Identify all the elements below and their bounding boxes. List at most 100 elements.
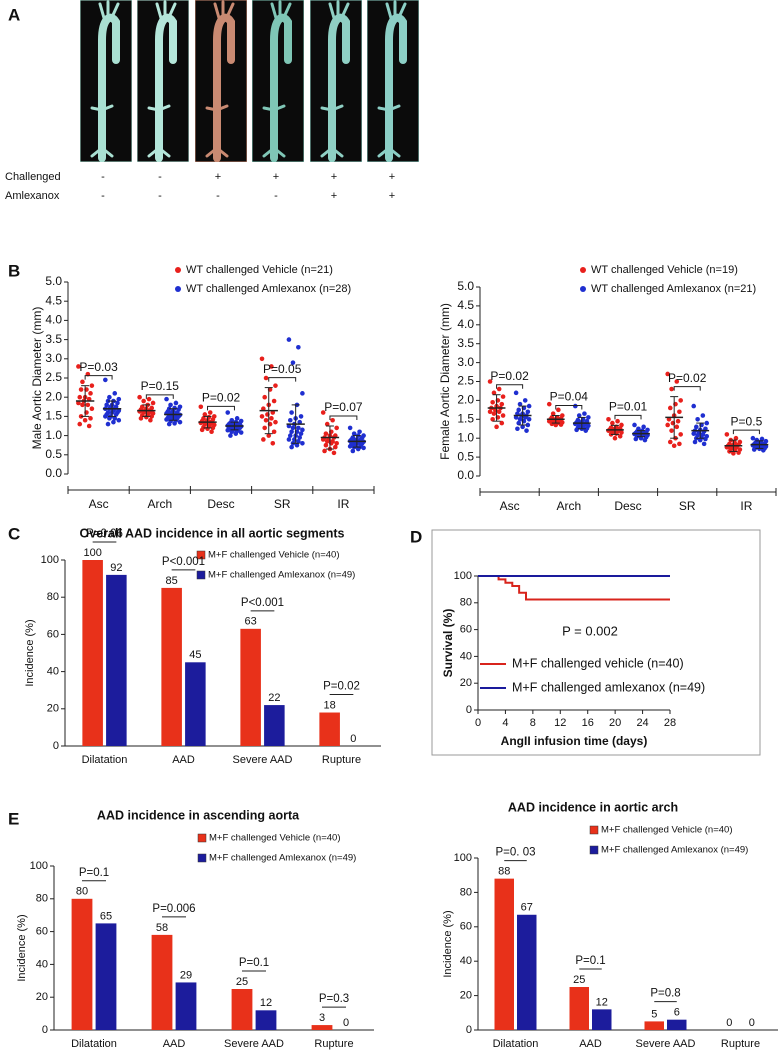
data-point — [499, 420, 505, 426]
data-point — [298, 431, 304, 436]
x-tick-label: IR — [740, 499, 752, 513]
value-label: 67 — [521, 902, 533, 914]
bar — [82, 560, 103, 746]
x-tick-label: Asc — [500, 499, 520, 513]
y-tick-label: 0 — [53, 740, 59, 752]
legend-marker — [580, 286, 586, 292]
panel-label: B — [8, 261, 20, 280]
data-point — [347, 425, 353, 431]
p-value: P=0.15 — [141, 379, 180, 393]
data-point — [610, 420, 615, 426]
data-point — [733, 435, 739, 441]
aorta-image — [195, 0, 247, 162]
x-tick-label: Desc — [614, 499, 641, 513]
survival-line — [478, 575, 670, 601]
y-tick-label: 100 — [454, 570, 472, 582]
y-tick-label: 5.0 — [45, 274, 62, 288]
y-tick-label: 4.5 — [45, 293, 62, 307]
data-point — [289, 429, 294, 435]
data-point — [546, 401, 552, 407]
panel-label: A — [8, 5, 20, 24]
data-point — [294, 442, 300, 448]
y-tick-label: 100 — [454, 852, 472, 864]
data-point — [612, 435, 618, 441]
data-point — [234, 416, 240, 421]
cell: + — [389, 190, 395, 202]
data-point — [331, 450, 337, 456]
value-label: 58 — [156, 922, 168, 934]
data-point — [549, 421, 555, 427]
data-point — [361, 445, 366, 451]
data-point — [164, 417, 169, 422]
data-point — [320, 437, 326, 442]
data-point — [76, 364, 81, 369]
x-tick-label: IR — [337, 497, 349, 511]
y-tick-label: 2.5 — [45, 370, 62, 384]
data-point — [736, 450, 741, 455]
y-tick-label: 3.5 — [457, 336, 474, 350]
data-point — [678, 398, 683, 403]
data-point — [669, 428, 674, 433]
data-point — [107, 394, 112, 400]
data-point — [146, 396, 152, 402]
data-point — [286, 337, 292, 342]
data-point — [80, 402, 85, 408]
panel-d-frame — [431, 529, 761, 756]
data-point — [553, 422, 559, 428]
cell: + — [331, 171, 337, 183]
y-tick-label: 1.0 — [45, 428, 62, 442]
data-point — [86, 396, 92, 402]
data-point — [103, 414, 108, 419]
legend-label: M+F challenged amlexanox (n=49) — [512, 680, 705, 694]
value-label: 45 — [189, 649, 201, 661]
data-point — [111, 419, 116, 425]
data-point — [286, 437, 292, 442]
data-point — [669, 386, 674, 392]
cell: + — [215, 171, 221, 183]
data-point — [287, 417, 293, 423]
y-tick-label: 60 — [36, 926, 48, 938]
data-point — [271, 429, 277, 435]
x-tick-label: 8 — [530, 717, 536, 729]
y-tick-label: 60 — [460, 624, 472, 636]
cell: - — [158, 171, 162, 183]
data-point — [494, 424, 499, 430]
y-tick-label: 0 — [42, 1024, 48, 1036]
value-label: 80 — [76, 886, 88, 898]
p-value: P=0.006 — [152, 903, 195, 915]
data-point — [632, 422, 637, 428]
data-point — [150, 400, 156, 406]
legend-marker — [175, 286, 181, 292]
cell: + — [389, 171, 395, 183]
data-point — [665, 371, 670, 377]
p-bracket — [732, 429, 760, 435]
data-point — [582, 411, 587, 416]
data-point — [322, 448, 327, 454]
data-point — [262, 394, 267, 400]
bar — [175, 982, 197, 1030]
data-point — [78, 387, 84, 392]
x-tick-label: Desc — [207, 497, 234, 511]
data-point — [238, 430, 244, 435]
x-tick-label: Dilatation — [493, 1038, 539, 1050]
data-point — [556, 407, 561, 413]
data-point — [677, 441, 682, 447]
data-point — [490, 417, 495, 422]
data-point — [296, 439, 301, 444]
data-point — [300, 427, 305, 433]
value-label: 85 — [166, 575, 178, 587]
p-value: P=0.02 — [323, 681, 360, 693]
data-point — [675, 418, 681, 424]
data-point — [550, 411, 556, 416]
y-axis-title: Incidence (%) — [24, 619, 36, 686]
value-label: 0 — [343, 1017, 349, 1029]
p-value: P=0. 03 — [496, 847, 536, 859]
p-value: P=0.05 — [263, 362, 302, 376]
y-tick-label: 5.0 — [457, 279, 474, 293]
y-tick-label: 0.0 — [457, 468, 474, 482]
data-point — [665, 422, 670, 428]
data-point — [78, 414, 84, 419]
data-point — [228, 433, 233, 438]
value-label: 5 — [651, 1008, 657, 1020]
